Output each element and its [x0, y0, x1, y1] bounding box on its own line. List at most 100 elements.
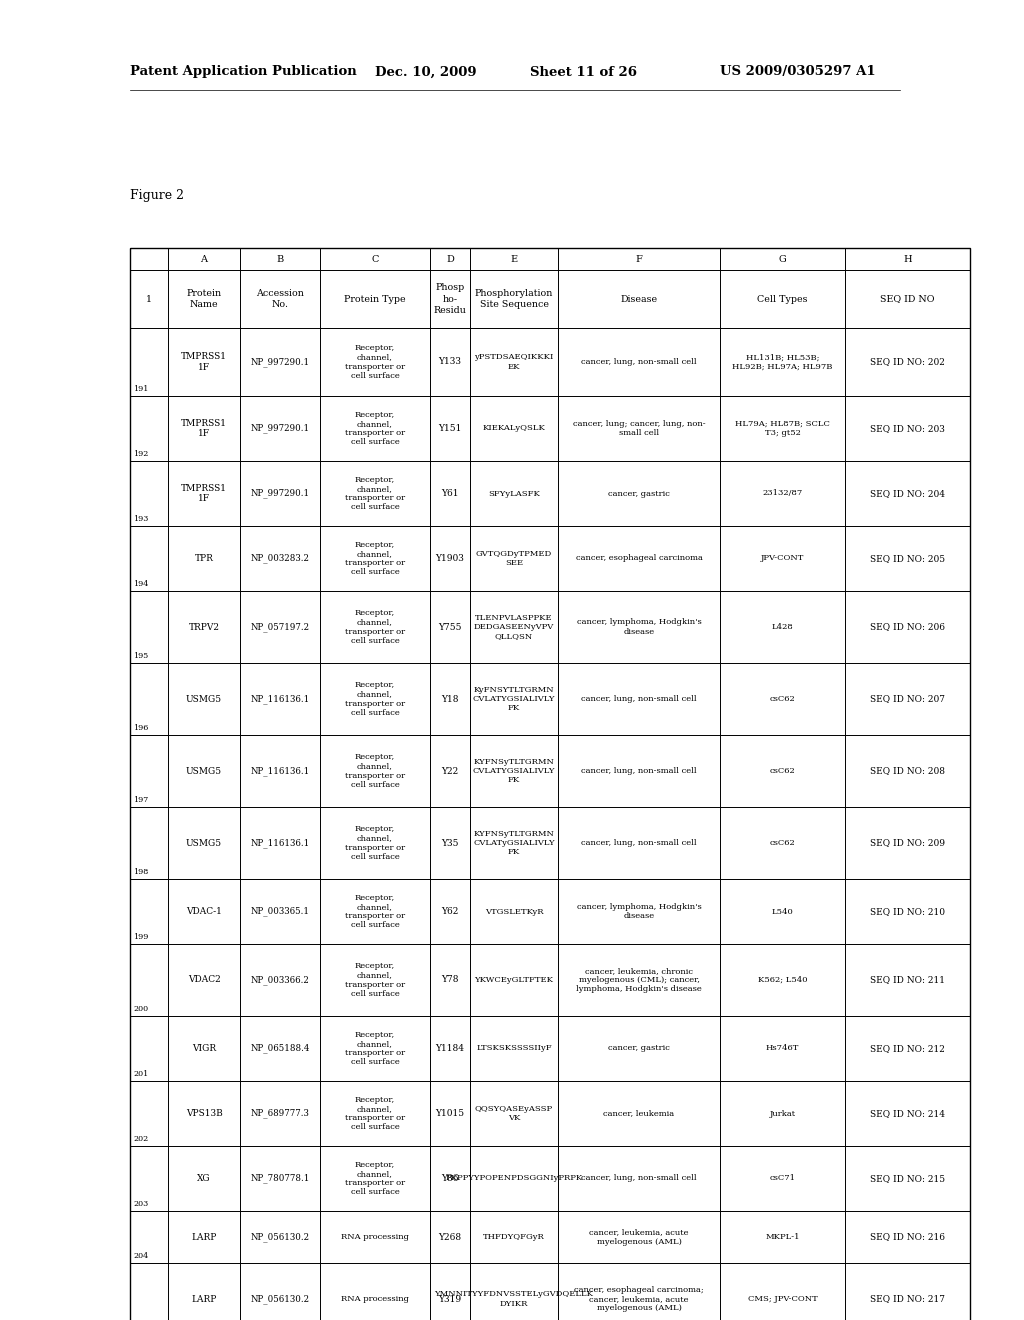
Text: Receptor,
channel,
transporter or
cell surface: Receptor, channel, transporter or cell s…: [345, 1096, 406, 1131]
Bar: [130, 1210, 168, 1263]
Bar: [470, 735, 558, 807]
Text: Y1015: Y1015: [435, 1109, 465, 1118]
Text: SEQ ID NO: 209: SEQ ID NO: 209: [870, 838, 945, 847]
Bar: [470, 327, 558, 396]
Bar: [130, 1081, 168, 1146]
Text: NP_997290.1: NP_997290.1: [251, 358, 309, 367]
Text: SEQ ID NO: 211: SEQ ID NO: 211: [870, 975, 945, 985]
Text: K562; L540: K562; L540: [758, 975, 807, 983]
Text: Sheet 11 of 26: Sheet 11 of 26: [530, 66, 637, 78]
Bar: [720, 1081, 845, 1146]
Bar: [720, 591, 845, 663]
Bar: [558, 807, 720, 879]
Text: NP_056130.2: NP_056130.2: [251, 1232, 309, 1242]
Bar: [845, 1016, 970, 1081]
Text: 204: 204: [133, 1251, 148, 1261]
Text: TLENPVLASPPKE
DEDGASEENyVPV
QLLQSN: TLENPVLASPPKE DEDGASEENyVPV QLLQSN: [474, 614, 554, 640]
Bar: [319, 735, 430, 807]
Text: Y151: Y151: [438, 424, 462, 433]
Text: TMPRSS1
1F: TMPRSS1 1F: [181, 418, 227, 438]
Bar: [470, 879, 558, 944]
Bar: [319, 1210, 430, 1263]
Bar: [430, 807, 470, 879]
Text: F: F: [636, 255, 642, 264]
Text: Jurkat: Jurkat: [769, 1110, 796, 1118]
Text: RNA processing: RNA processing: [341, 1295, 409, 1303]
Text: SEQ ID NO: 215: SEQ ID NO: 215: [870, 1173, 945, 1183]
Text: Accession
No.: Accession No.: [256, 289, 304, 309]
Text: cancer, esophageal carcinoma;
cancer, leukemia, acute
myelogenous (AML): cancer, esophageal carcinoma; cancer, le…: [574, 1286, 703, 1312]
Text: SEQ ID NO: SEQ ID NO: [881, 294, 935, 304]
Text: USMG5: USMG5: [186, 694, 222, 704]
Text: SEQ ID NO: 203: SEQ ID NO: 203: [870, 424, 945, 433]
Bar: [470, 525, 558, 591]
Bar: [558, 1146, 720, 1210]
Bar: [319, 525, 430, 591]
Text: Patent Application Publication: Patent Application Publication: [130, 66, 356, 78]
Bar: [430, 591, 470, 663]
Bar: [470, 271, 558, 327]
Bar: [558, 591, 720, 663]
Text: 198: 198: [133, 869, 148, 876]
Text: SEQ ID NO: 202: SEQ ID NO: 202: [870, 358, 945, 367]
Bar: [470, 1210, 558, 1263]
Bar: [168, 396, 240, 461]
Text: Receptor,
channel,
transporter or
cell surface: Receptor, channel, transporter or cell s…: [345, 1031, 406, 1067]
Bar: [430, 1210, 470, 1263]
Text: CMS; JPV-CONT: CMS; JPV-CONT: [748, 1295, 817, 1303]
Bar: [240, 461, 319, 525]
Bar: [470, 1146, 558, 1210]
Text: 196: 196: [133, 723, 148, 733]
Bar: [168, 461, 240, 525]
Text: Y78: Y78: [441, 975, 459, 985]
Text: cancer, lung, non-small cell: cancer, lung, non-small cell: [582, 358, 696, 366]
Bar: [240, 663, 319, 735]
Bar: [845, 879, 970, 944]
Text: Y35: Y35: [441, 838, 459, 847]
Bar: [240, 807, 319, 879]
Text: csC71: csC71: [769, 1175, 796, 1183]
Bar: [470, 248, 558, 271]
Bar: [168, 1081, 240, 1146]
Text: H: H: [903, 255, 911, 264]
Bar: [558, 735, 720, 807]
Text: NP_003366.2: NP_003366.2: [251, 975, 309, 985]
Text: SEQ ID NO: 208: SEQ ID NO: 208: [870, 767, 945, 776]
Text: NP_003365.1: NP_003365.1: [251, 907, 309, 916]
Bar: [430, 1263, 470, 1320]
Bar: [720, 271, 845, 327]
Text: A: A: [201, 255, 208, 264]
Bar: [319, 271, 430, 327]
Text: Receptor,
channel,
transporter or
cell surface: Receptor, channel, transporter or cell s…: [345, 1160, 406, 1196]
Bar: [558, 461, 720, 525]
Text: 200: 200: [133, 1005, 148, 1012]
Bar: [845, 461, 970, 525]
Bar: [130, 461, 168, 525]
Text: Y319: Y319: [438, 1295, 462, 1304]
Text: Receptor,
channel,
transporter or
cell surface: Receptor, channel, transporter or cell s…: [345, 345, 406, 380]
Text: SEQ ID NO: 207: SEQ ID NO: 207: [870, 694, 945, 704]
Text: csC62: csC62: [770, 840, 796, 847]
Bar: [130, 248, 970, 1320]
Bar: [240, 944, 319, 1016]
Text: TPR: TPR: [195, 554, 213, 564]
Text: VIGR: VIGR: [191, 1044, 216, 1053]
Bar: [720, 1263, 845, 1320]
Bar: [430, 396, 470, 461]
Bar: [130, 663, 168, 735]
Bar: [240, 591, 319, 663]
Bar: [168, 735, 240, 807]
Text: XG: XG: [198, 1173, 211, 1183]
Bar: [845, 944, 970, 1016]
Bar: [240, 1146, 319, 1210]
Bar: [168, 1210, 240, 1263]
Text: QQSYQASEyASSP
VK: QQSYQASEyASSP VK: [475, 1105, 553, 1122]
Text: NP_116136.1: NP_116136.1: [251, 766, 309, 776]
Bar: [240, 271, 319, 327]
Bar: [319, 1016, 430, 1081]
Bar: [470, 663, 558, 735]
Text: cancer, gastric: cancer, gastric: [608, 1044, 670, 1052]
Text: Figure 2: Figure 2: [130, 189, 184, 202]
Text: SEQ ID NO: 217: SEQ ID NO: 217: [870, 1295, 945, 1304]
Bar: [319, 1146, 430, 1210]
